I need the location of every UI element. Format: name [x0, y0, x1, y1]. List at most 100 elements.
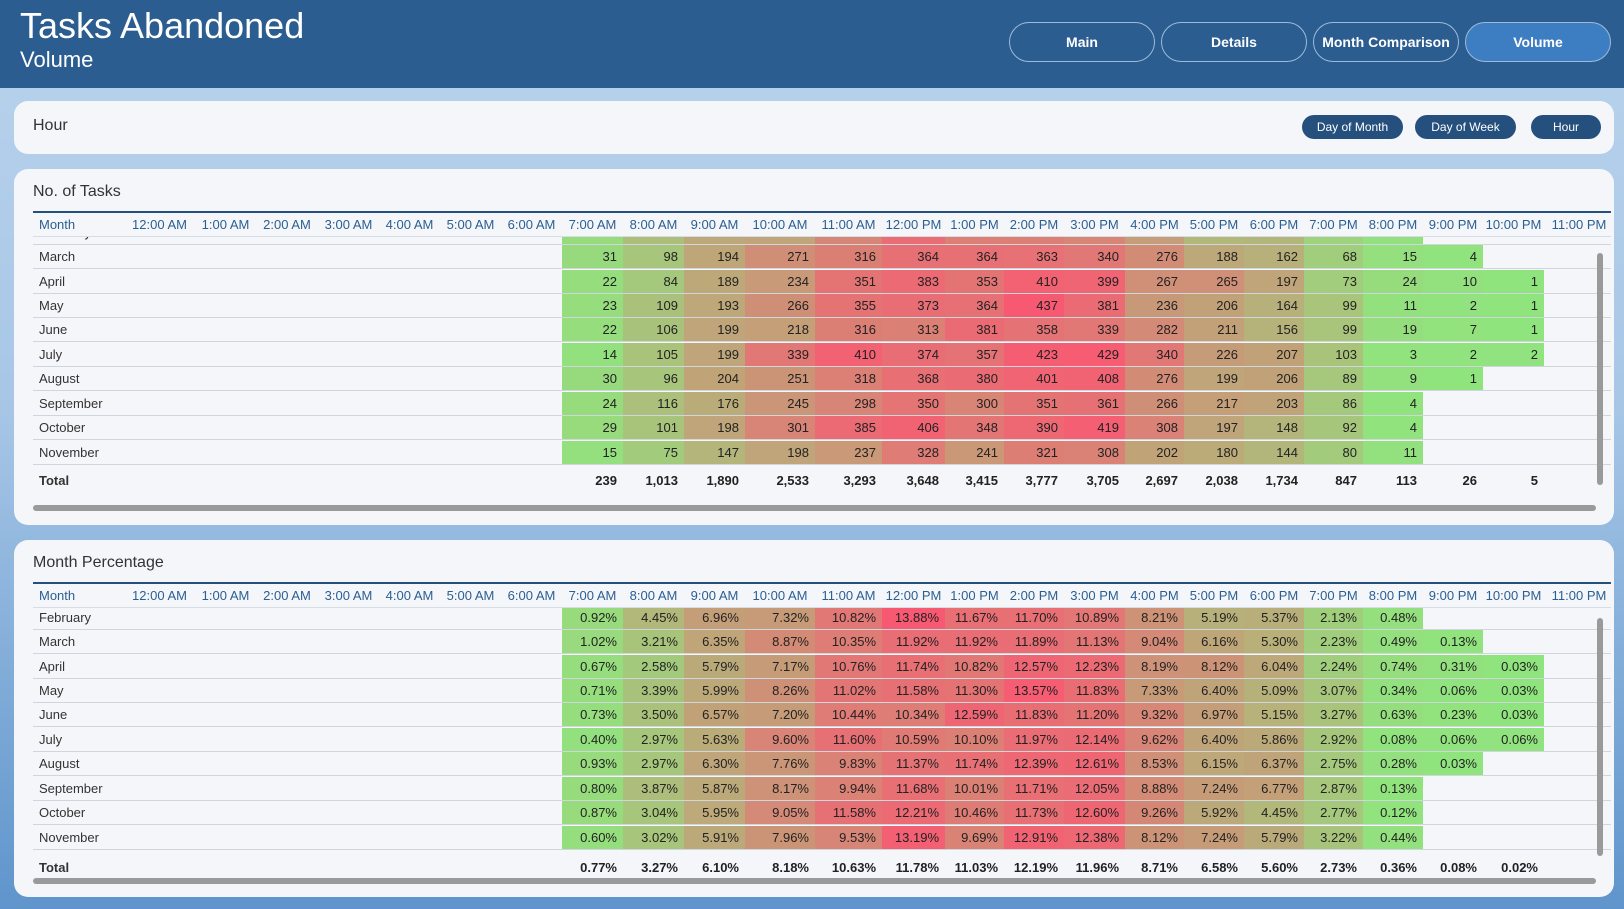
value-cell: 5.30%: [1244, 630, 1304, 653]
value-cell: 10.10%: [945, 728, 1004, 751]
hour-column-header[interactable]: 1:00 AM: [201, 588, 250, 603]
hour-column-header[interactable]: 10:00 AM: [752, 217, 808, 232]
hour-column-header[interactable]: 7:00 AM: [568, 217, 617, 232]
hour-column-header[interactable]: 11:00 AM: [821, 217, 876, 232]
hour-column-header[interactable]: 5:00 PM: [1189, 217, 1239, 232]
nav-main-button[interactable]: Main: [1009, 22, 1155, 62]
value-cell: 202: [1125, 441, 1184, 464]
hour-column-header[interactable]: 1:00 PM: [950, 588, 999, 603]
value-cell: 31: [562, 245, 623, 268]
value-cell: 11.89%: [1004, 630, 1064, 653]
value-cell: 0.67%: [562, 655, 623, 678]
value-cell: 75: [623, 441, 684, 464]
value-cell: 5.79%: [684, 655, 745, 678]
hour-column-header[interactable]: 8:00 AM: [629, 588, 678, 603]
hour-column-header[interactable]: 3:00 AM: [324, 588, 373, 603]
tasks-vertical-scrollbar[interactable]: [1597, 253, 1603, 485]
hour-column-header[interactable]: 4:00 PM: [1130, 217, 1179, 232]
value-cell: 10.59%: [882, 728, 945, 751]
value-cell: 313: [882, 318, 945, 341]
hour-column-header[interactable]: 7:00 AM: [568, 588, 617, 603]
hour-column-header[interactable]: 12:00 PM: [885, 588, 942, 603]
total-value-cell: 8.18%: [772, 860, 809, 875]
hour-column-header[interactable]: 9:00 PM: [1428, 217, 1478, 232]
hour-column-header[interactable]: 8:00 PM: [1368, 588, 1418, 603]
pct-vertical-scrollbar[interactable]: [1597, 618, 1603, 856]
value-cell: 380: [945, 367, 1004, 390]
hour-column-header[interactable]: 2:00 AM: [263, 588, 311, 603]
table-row: August 0.93% 2.97% 6.30% 7.76% 9.83% 11.37% 11.…: [33, 752, 1611, 776]
value-cell: 6.57%: [684, 703, 745, 726]
hour-column-header[interactable]: 2:00 PM: [1009, 588, 1059, 603]
hour-column-header[interactable]: 6:00 AM: [507, 588, 556, 603]
nav-volume-button[interactable]: Volume: [1465, 22, 1611, 62]
hour-button[interactable]: Hour: [1531, 115, 1601, 139]
hour-column-header[interactable]: 3:00 PM: [1070, 588, 1119, 603]
hour-column-header[interactable]: 8:00 AM: [629, 217, 678, 232]
value-cell: 0.71%: [562, 679, 623, 702]
hour-column-header[interactable]: 10:00 AM: [752, 588, 808, 603]
hour-column-header[interactable]: 6:00 AM: [507, 217, 556, 232]
value-cell: 9.26%: [1125, 801, 1184, 824]
hour-column-header[interactable]: 1:00 PM: [950, 217, 999, 232]
day-of-week-button[interactable]: Day of Week: [1415, 115, 1516, 139]
hour-column-header[interactable]: 9:00 AM: [690, 217, 739, 232]
hour-column-header[interactable]: 8:00 PM: [1368, 217, 1418, 232]
value-cell: 4.45%: [623, 606, 684, 629]
hour-column-header[interactable]: 7:00 PM: [1309, 217, 1358, 232]
tasks-matrix: Month 12:00 AM 1:00 AM 2:00 AM 3:00 AM 4:00 A…: [33, 211, 1611, 510]
tasks-horizontal-scrollbar[interactable]: [33, 505, 1596, 511]
value-cell: 5.92%: [1184, 801, 1244, 824]
hour-column-header[interactable]: 6:00 PM: [1249, 588, 1299, 603]
hour-column-header[interactable]: 1:00 AM: [201, 217, 250, 232]
hour-column-header[interactable]: 11:00 AM: [821, 588, 876, 603]
value-cell: 358: [1004, 318, 1064, 341]
hour-column-header[interactable]: 10:00 PM: [1485, 588, 1542, 603]
hour-column-header[interactable]: 11:00 PM: [1551, 217, 1607, 232]
value-cell: 6.30%: [684, 752, 745, 775]
hour-column-header[interactable]: 2:00 AM: [263, 217, 311, 232]
value-cell: 3.39%: [623, 679, 684, 702]
month-label: August: [39, 371, 80, 386]
value-cell: 3.50%: [623, 703, 684, 726]
hour-column-header[interactable]: 12:00 AM: [132, 217, 187, 232]
hour-column-header[interactable]: 3:00 AM: [324, 217, 373, 232]
hour-column-header[interactable]: 2:00 PM: [1009, 217, 1059, 232]
hour-column-header[interactable]: 7:00 PM: [1309, 588, 1358, 603]
hour-column-header[interactable]: 11:00 PM: [1551, 588, 1607, 603]
value-cell: 6.37%: [1244, 752, 1304, 775]
month-column-header[interactable]: Month: [39, 588, 76, 603]
nav-month-comparison-button[interactable]: Month Comparison: [1313, 22, 1459, 62]
hour-column-header[interactable]: 12:00 AM: [132, 588, 187, 603]
hour-column-header[interactable]: 3:00 PM: [1070, 217, 1119, 232]
pct-horizontal-scrollbar[interactable]: [33, 878, 1596, 884]
hour-column-header[interactable]: 6:00 PM: [1249, 217, 1299, 232]
table-row: October 29 101 198 301 385 406 348 390 419 308 197 1…: [33, 416, 1611, 440]
value-cell: 0.03%: [1423, 752, 1483, 775]
value-cell: 144: [1244, 441, 1304, 464]
hour-column-header[interactable]: 9:00 AM: [690, 588, 739, 603]
value-cell: 0.03%: [1483, 655, 1544, 678]
hour-column-header[interactable]: 12:00 PM: [885, 217, 942, 232]
value-cell: 193: [684, 294, 745, 317]
hour-column-header[interactable]: 10:00 PM: [1485, 217, 1542, 232]
hour-column-header[interactable]: 5:00 AM: [446, 217, 495, 232]
value-cell: 217: [1184, 392, 1244, 415]
day-of-month-button[interactable]: Day of Month: [1302, 115, 1403, 139]
value-cell: 0.74%: [1363, 655, 1423, 678]
table-row: July 14 105 199 339 410 374 357 423 429 340 226 207 1…: [33, 343, 1611, 367]
nav-details-button[interactable]: Details: [1161, 22, 1307, 62]
hour-column-header[interactable]: 4:00 PM: [1130, 588, 1179, 603]
hour-column-header[interactable]: 9:00 PM: [1428, 588, 1478, 603]
value-cell: 6.15%: [1184, 752, 1244, 775]
hour-column-header[interactable]: 5:00 PM: [1189, 588, 1239, 603]
hour-column-header[interactable]: 4:00 AM: [385, 217, 434, 232]
month-column-header[interactable]: Month: [39, 217, 76, 232]
value-cell: 3.21%: [623, 630, 684, 653]
value-cell: 11.67%: [945, 606, 1004, 629]
value-cell: 12.59%: [945, 703, 1004, 726]
value-cell: 0.93%: [562, 752, 623, 775]
hour-column-header[interactable]: 4:00 AM: [385, 588, 434, 603]
value-cell: 351: [1004, 392, 1064, 415]
hour-column-header[interactable]: 5:00 AM: [446, 588, 495, 603]
